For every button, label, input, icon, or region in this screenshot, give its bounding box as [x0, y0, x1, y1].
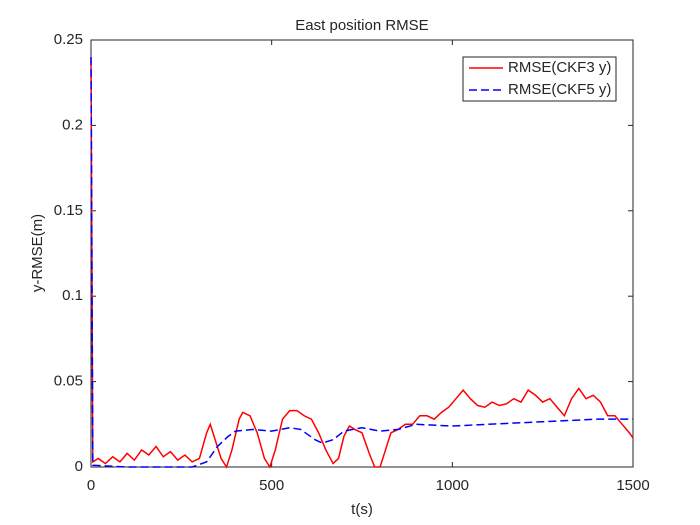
x-tick-label: 1500 — [616, 477, 649, 494]
x-tick-label: 500 — [259, 477, 284, 494]
series-line — [90, 57, 634, 469]
legend-label: RMSE(CKF5 y) — [508, 81, 611, 98]
x-tick-label: 1000 — [436, 477, 469, 494]
chart-title: East position RMSE — [295, 17, 428, 34]
x-tick-label: 0 — [87, 477, 95, 494]
y-tick-label: 0.2 — [62, 116, 83, 133]
y-axis-label: y-RMSE(m) — [29, 214, 46, 292]
y-tick-label: 0.25 — [54, 31, 83, 48]
y-tick-label: 0.05 — [54, 373, 83, 390]
legend-box — [462, 56, 617, 102]
y-tick-label: 0 — [75, 458, 83, 475]
x-axis-label: t(s) — [351, 501, 373, 518]
y-tick-label: 0.15 — [54, 202, 83, 219]
legend-label: RMSE(CKF3 y) — [508, 59, 611, 76]
y-tick-label: 0.1 — [62, 287, 83, 304]
plot-frame — [90, 39, 634, 468]
series-line — [90, 57, 633, 468]
